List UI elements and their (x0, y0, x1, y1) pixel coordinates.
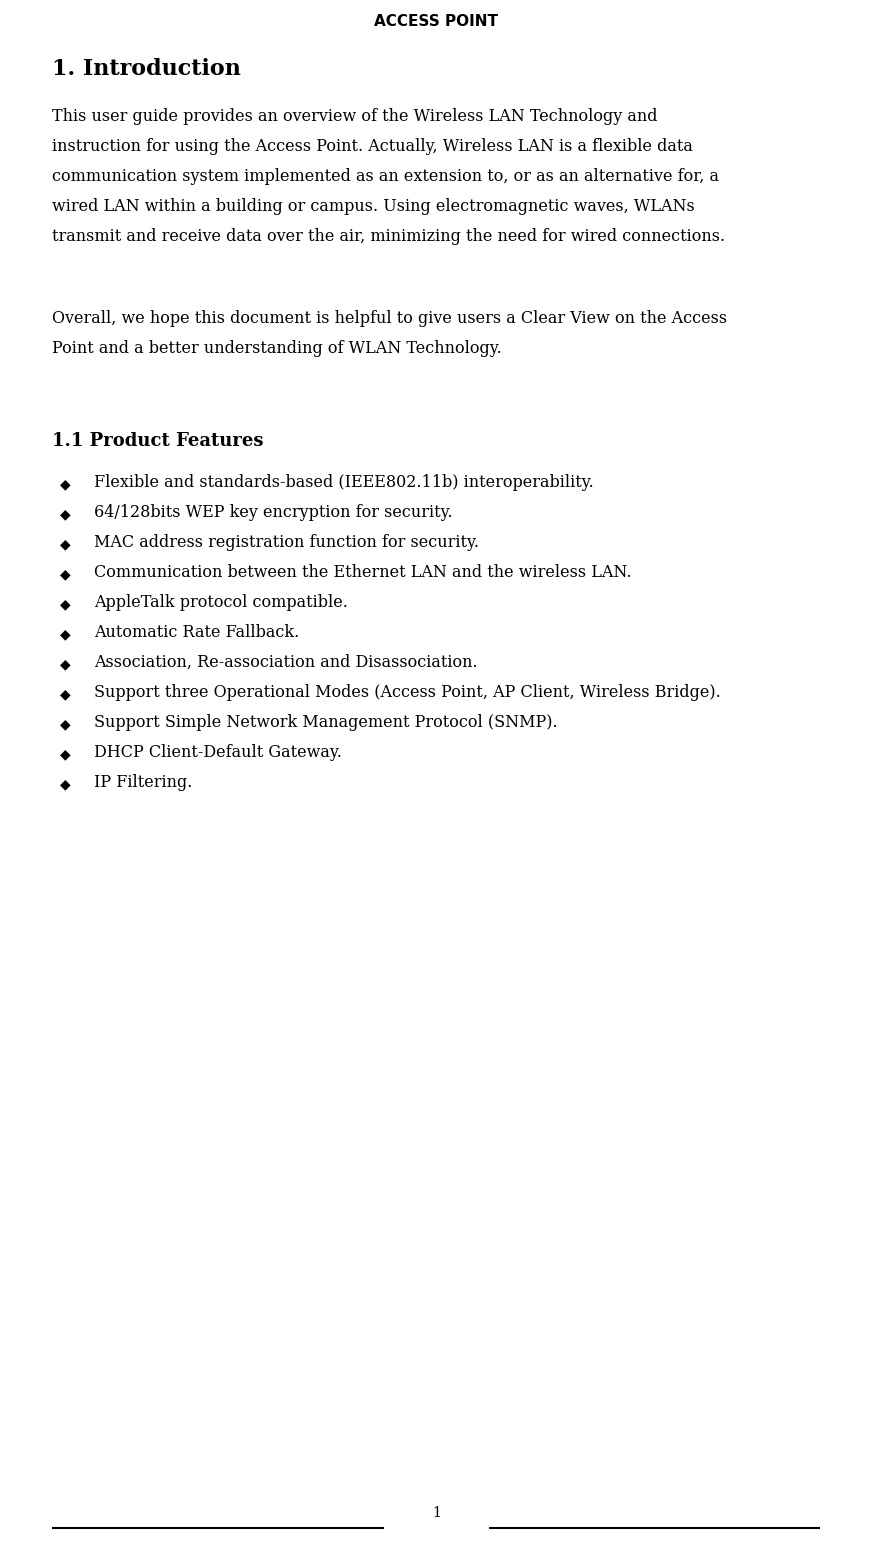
Text: Communication between the Ethernet LAN and the wireless LAN.: Communication between the Ethernet LAN a… (94, 564, 631, 581)
Text: Association, Re-association and Disassociation.: Association, Re-association and Disassoc… (94, 654, 478, 671)
Text: transmit and receive data over the air, minimizing the need for wired connection: transmit and receive data over the air, … (52, 228, 725, 245)
Text: ◆: ◆ (60, 776, 71, 790)
Text: ◆: ◆ (60, 537, 71, 551)
Text: 1.1 Product Features: 1.1 Product Features (52, 432, 264, 450)
Text: Point and a better understanding of WLAN Technology.: Point and a better understanding of WLAN… (52, 340, 502, 357)
Text: ◆: ◆ (60, 627, 71, 641)
Text: ◆: ◆ (60, 596, 71, 610)
Text: ◆: ◆ (60, 477, 71, 491)
Text: This user guide provides an overview of the Wireless LAN Technology and: This user guide provides an overview of … (52, 109, 657, 124)
Text: ◆: ◆ (60, 747, 71, 761)
Text: instruction for using the Access Point. Actually, Wireless LAN is a flexible dat: instruction for using the Access Point. … (52, 138, 693, 155)
Text: ◆: ◆ (60, 717, 71, 731)
Text: communication system implemented as an extension to, or as an alternative for, a: communication system implemented as an e… (52, 168, 719, 185)
Text: Flexible and standards-based (IEEE802.11b) interoperability.: Flexible and standards-based (IEEE802.11… (94, 474, 594, 491)
Text: wired LAN within a building or campus. Using electromagnetic waves, WLANs: wired LAN within a building or campus. U… (52, 197, 695, 214)
Text: ◆: ◆ (60, 506, 71, 520)
Text: Support Simple Network Management Protocol (SNMP).: Support Simple Network Management Protoc… (94, 714, 558, 731)
Text: Support three Operational Modes (Access Point, AP Client, Wireless Bridge).: Support three Operational Modes (Access … (94, 683, 721, 700)
Text: ACCESS POINT: ACCESS POINT (375, 14, 498, 30)
Text: ◆: ◆ (60, 686, 71, 700)
Text: IP Filtering.: IP Filtering. (94, 773, 192, 790)
Text: Overall, we hope this document is helpful to give users a Clear View on the Acce: Overall, we hope this document is helpfu… (52, 311, 727, 328)
Text: 64/128bits WEP key encryption for security.: 64/128bits WEP key encryption for securi… (94, 505, 452, 520)
Text: MAC address registration function for security.: MAC address registration function for se… (94, 534, 479, 551)
Text: ◆: ◆ (60, 567, 71, 581)
Text: DHCP Client-Default Gateway.: DHCP Client-Default Gateway. (94, 744, 342, 761)
Text: 1. Introduction: 1. Introduction (52, 57, 241, 81)
Text: ◆: ◆ (60, 657, 71, 671)
Text: Automatic Rate Fallback.: Automatic Rate Fallback. (94, 624, 299, 641)
Text: 1: 1 (432, 1506, 441, 1520)
Text: AppleTalk protocol compatible.: AppleTalk protocol compatible. (94, 593, 347, 610)
